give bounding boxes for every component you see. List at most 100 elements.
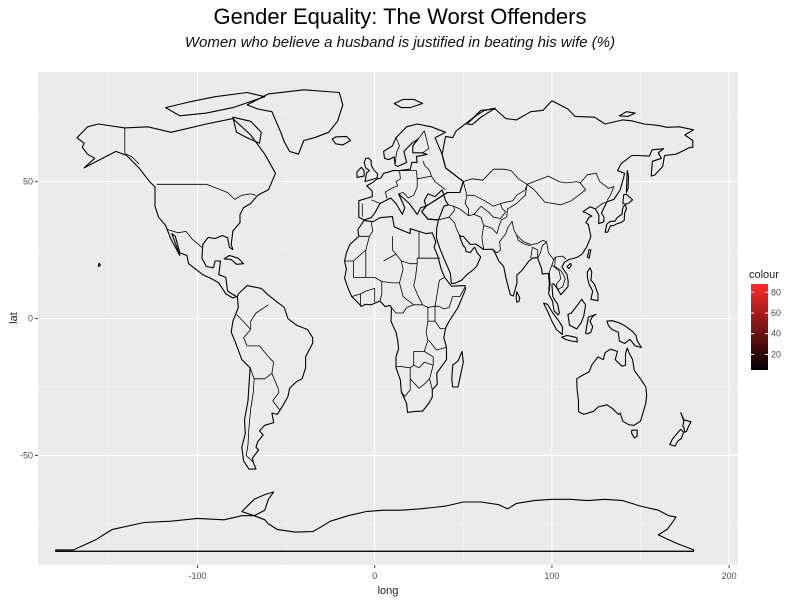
x-axis-label: long [378, 585, 399, 597]
border-south-america-4 [236, 314, 251, 330]
border-asia-southeast-1 [546, 241, 567, 260]
land-new-guinea [606, 320, 642, 349]
land-nz-north [680, 412, 692, 433]
land-antarctica [55, 498, 695, 552]
legend-tick-label: 80 [771, 287, 781, 297]
land-europe [358, 123, 464, 221]
y-tick-label: -50 [20, 450, 33, 460]
land-ireland [356, 166, 365, 178]
border-us-mexico [167, 229, 203, 248]
border-africa-libya [392, 236, 397, 255]
border-asia-nepal [516, 234, 531, 247]
legend-colorbar [751, 284, 768, 370]
border-asia-southeast-3 [554, 257, 566, 291]
border-asia-iran-east [453, 205, 485, 250]
border-europe-1 [384, 170, 401, 199]
border-asia-caspian [462, 181, 469, 216]
border-asia-afghan-pak [483, 216, 507, 234]
border-africa-kenya [434, 306, 446, 330]
border-asia-korea [595, 202, 607, 210]
land-nz-south [669, 428, 685, 447]
border-finland [417, 130, 430, 154]
chart-subtitle: Women who believe a husband is justified… [184, 34, 616, 51]
x-tick-label: -100 [188, 571, 206, 581]
land-svalbard [393, 98, 424, 109]
border-africa-ethiopia [434, 277, 445, 307]
land-iceland [331, 135, 352, 146]
border-africa-chad [399, 260, 404, 284]
border-africa-drc-east [413, 307, 429, 352]
border-asia-kazakh [463, 168, 528, 207]
border-asia-central [473, 203, 507, 219]
border-africa-niger-nigeria [379, 281, 383, 302]
border-africa-namibia [400, 367, 411, 397]
y-axis: -50 0 50 [20, 177, 38, 460]
border-africa-horn [448, 286, 466, 308]
land-africa [344, 216, 466, 413]
border-africa-sudan [413, 263, 423, 305]
border-africa-west-1 [351, 288, 376, 303]
border-asia-mongolia [526, 175, 581, 185]
land-new-siberian [618, 111, 636, 117]
land-sumatra [543, 302, 564, 335]
land-north-america [76, 118, 277, 299]
land-cuba [223, 254, 245, 265]
y-axis-label: lat [8, 312, 20, 324]
land-sakhalin [625, 170, 630, 194]
border-africa-botswana [409, 378, 430, 389]
x-tick-label: 200 [722, 571, 737, 581]
border-asia-myanmar [537, 241, 547, 259]
land-borneo [567, 298, 587, 330]
legend-title: colour [749, 269, 779, 281]
land-antarctica-peninsula [241, 491, 275, 517]
border-asia-southeast-4 [551, 264, 562, 289]
legend-tick-label: 60 [771, 308, 781, 318]
border-africa-congo [391, 304, 414, 314]
border-asia-bangladesh [530, 246, 539, 259]
land-australia [576, 347, 648, 426]
land-japan [604, 204, 627, 233]
land-arctic-islands [165, 91, 266, 117]
border-south-america-2 [271, 373, 281, 411]
x-axis: -100 0 100 200 [188, 565, 737, 581]
chart-title: Gender Equality: The Worst Offenders [213, 4, 587, 29]
land-sri-lanka [515, 291, 521, 303]
border-africa-mozambique [428, 340, 447, 351]
border-asia-southeast-2 [548, 259, 555, 292]
x-tick-label: 100 [544, 571, 559, 581]
border-asia-pakistan-india [492, 220, 547, 254]
y-tick-label: 0 [28, 314, 33, 324]
border-us-canada [156, 183, 257, 200]
border-africa-north [358, 222, 374, 237]
y-tick-label: 50 [23, 177, 33, 187]
legend-tick-label: 20 [771, 349, 781, 359]
land-hokkaido [622, 193, 634, 205]
border-asia-turkey [438, 204, 455, 221]
land-novaya-zemlya [466, 107, 496, 126]
land-taiwan [586, 248, 592, 259]
border-europe-6 [423, 160, 432, 177]
border-alaska-canada [124, 127, 140, 165]
legend: colour 20 40 60 80 [749, 269, 781, 370]
land-sulawesi [585, 313, 597, 335]
country-outlines [55, 89, 695, 552]
border-africa-algeria [344, 236, 370, 262]
border-africa-zimbabwe [413, 361, 434, 369]
border-asia-iran-iraq [448, 216, 460, 236]
land-hawaii [97, 262, 101, 268]
legend-tick-label: 40 [771, 329, 781, 339]
x-tick-label: 0 [372, 571, 377, 581]
border-europe-2 [371, 199, 381, 204]
land-philippines [586, 267, 599, 302]
border-south-america-3 [245, 378, 255, 463]
land-madagascar [451, 350, 464, 388]
land-south-america [230, 285, 314, 470]
legend-ticks: 20 40 60 80 [751, 287, 781, 359]
land-tasmania [631, 429, 638, 439]
land-hainan [566, 262, 572, 270]
border-scandinavia [394, 137, 400, 166]
border-europe-4 [398, 170, 418, 199]
land-great-britain [363, 157, 379, 183]
land-arabian-peninsula [421, 100, 695, 316]
